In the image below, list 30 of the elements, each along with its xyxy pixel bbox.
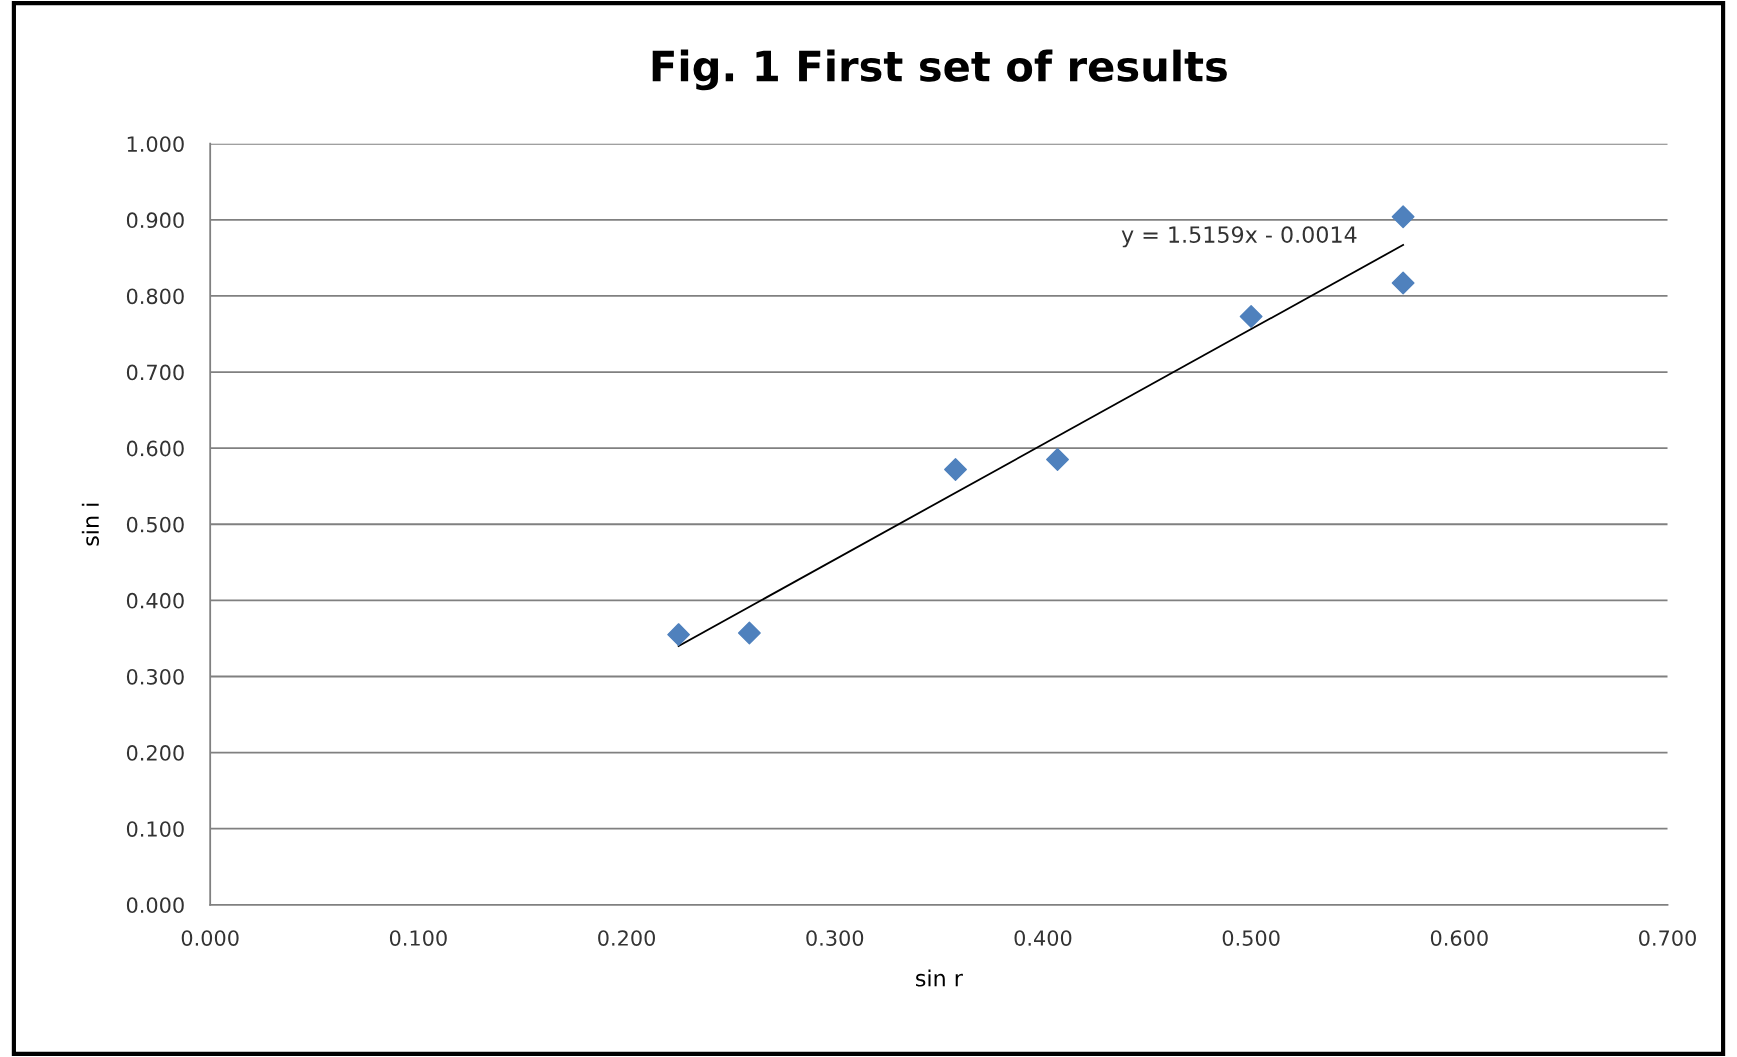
chart-title: Fig. 1 First set of results <box>652 49 1227 91</box>
x-axis-title: sin r <box>916 969 963 987</box>
point <box>1391 205 1415 229</box>
x-tick-label: 0.000 <box>181 930 239 946</box>
x-tick-label: 0.300 <box>806 930 864 946</box>
point <box>1046 448 1069 472</box>
y-tick-label: 0.900 <box>126 212 184 229</box>
y-tick-label: 1.000 <box>127 136 184 152</box>
y-axis-title: sin i <box>81 503 100 546</box>
point <box>1391 271 1415 295</box>
x-tick-label: 0.600 <box>1430 930 1488 946</box>
y-tick-label: 0.500 <box>126 516 184 533</box>
x-tick-label: 0.500 <box>1222 930 1280 946</box>
y-tick-label: 0.700 <box>126 364 184 381</box>
point <box>667 623 691 647</box>
x-tick-label: 0.400 <box>1014 930 1072 946</box>
y-tick-label: 0.100 <box>126 821 184 837</box>
x-tick-label: 0.700 <box>1639 930 1696 946</box>
point <box>944 458 967 481</box>
annotation: y = 1.5159x - 0.0014 <box>1121 226 1357 248</box>
point <box>1239 305 1263 328</box>
point <box>737 621 761 645</box>
y-tick-label: 0.000 <box>126 897 184 913</box>
y-tick-label: 0.800 <box>126 288 184 305</box>
y-tick-label: 0.400 <box>126 592 184 609</box>
x-tick-label: 0.200 <box>598 930 655 946</box>
y-tick-label: 0.600 <box>126 440 184 457</box>
y-tick-label: 0.300 <box>126 668 184 685</box>
x-tick-label: 0.100 <box>389 930 447 946</box>
y-tick-label: 0.200 <box>126 745 184 761</box>
